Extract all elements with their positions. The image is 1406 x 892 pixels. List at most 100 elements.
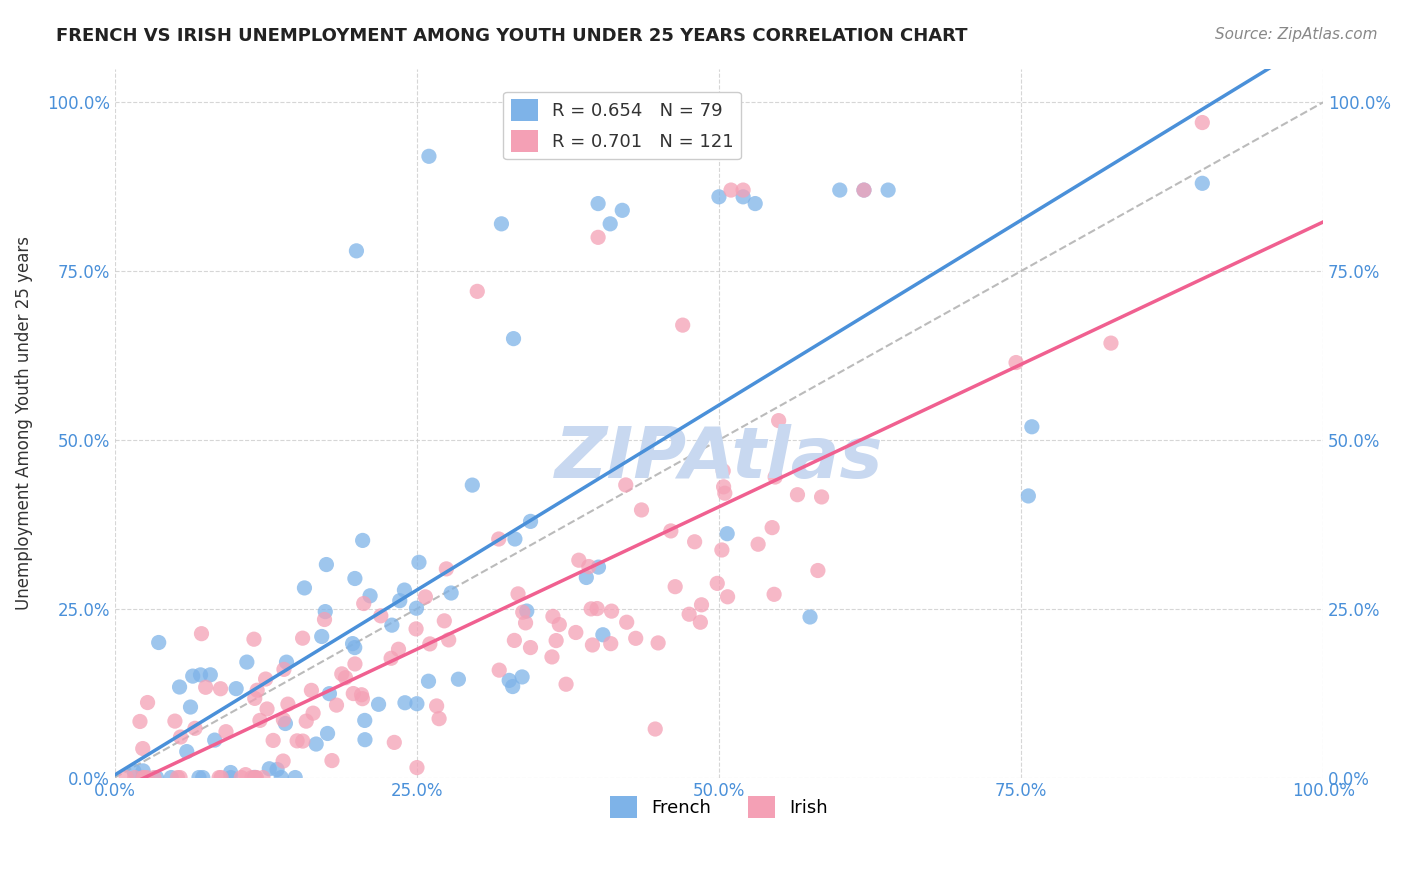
Irish [208, 771, 231, 785]
Irish [246, 683, 269, 698]
Legend: French, Irish: French, Irish [603, 789, 835, 825]
Irish [330, 666, 353, 681]
Irish [325, 698, 347, 712]
French [588, 560, 610, 574]
Irish [720, 183, 742, 197]
Irish [235, 767, 257, 781]
Irish [706, 576, 728, 591]
Irish [262, 733, 284, 747]
Irish [271, 754, 294, 768]
French [343, 572, 366, 586]
French [181, 669, 204, 683]
French [236, 655, 259, 669]
French [367, 698, 389, 712]
French [132, 764, 155, 778]
Irish [614, 478, 637, 492]
Irish [132, 771, 155, 785]
French [394, 583, 416, 598]
Irish [135, 771, 157, 785]
Irish [370, 608, 392, 623]
French [188, 771, 211, 785]
Irish [245, 771, 267, 785]
Irish [434, 562, 457, 576]
French [315, 558, 337, 572]
Irish [1191, 115, 1213, 129]
French [274, 716, 297, 731]
French [169, 680, 191, 694]
French [733, 190, 755, 204]
French [394, 696, 416, 710]
French [491, 217, 513, 231]
Irish [243, 691, 266, 706]
French [259, 762, 281, 776]
French [316, 726, 339, 740]
Irish [314, 613, 336, 627]
Irish [624, 632, 647, 646]
Irish [291, 734, 314, 748]
Irish [786, 488, 808, 502]
Irish [519, 640, 541, 655]
Irish [243, 632, 266, 647]
French [716, 526, 738, 541]
Irish [353, 597, 375, 611]
French [318, 687, 340, 701]
Irish [807, 564, 830, 578]
French [408, 555, 430, 569]
Irish [194, 680, 217, 694]
French [388, 593, 411, 607]
Irish [579, 602, 602, 616]
Irish [350, 688, 373, 702]
Irish [426, 698, 449, 713]
French [405, 601, 427, 615]
Text: ZIPAtlas: ZIPAtlas [555, 424, 883, 493]
Irish [169, 771, 191, 785]
Irish [711, 464, 734, 478]
French [744, 196, 766, 211]
French [342, 637, 364, 651]
Irish [302, 706, 325, 721]
French [519, 515, 541, 529]
Irish [184, 722, 207, 736]
Irish [163, 714, 186, 728]
Irish [254, 672, 277, 686]
Irish [852, 183, 875, 197]
Text: Source: ZipAtlas.com: Source: ZipAtlas.com [1215, 27, 1378, 42]
Irish [503, 633, 526, 648]
French [132, 771, 155, 785]
Irish [209, 681, 232, 696]
Irish [382, 735, 405, 749]
Irish [541, 649, 564, 664]
French [160, 771, 183, 785]
Irish [132, 771, 155, 785]
Irish [291, 631, 314, 645]
Irish [419, 637, 441, 651]
Irish [433, 614, 456, 628]
French [270, 771, 292, 785]
French [354, 732, 377, 747]
Irish [427, 712, 450, 726]
Irish [342, 687, 364, 701]
Irish [599, 637, 621, 651]
Irish [512, 605, 534, 619]
French [586, 196, 609, 211]
French [510, 670, 533, 684]
Irish [565, 625, 588, 640]
Irish [1099, 336, 1122, 351]
Irish [285, 734, 308, 748]
Irish [136, 696, 159, 710]
Irish [335, 671, 357, 685]
Irish [343, 657, 366, 671]
French [828, 183, 851, 197]
Irish [129, 714, 152, 729]
Irish [115, 771, 138, 785]
French [352, 533, 374, 548]
French [219, 765, 242, 780]
French [418, 674, 440, 689]
Irish [252, 771, 274, 785]
Irish [273, 662, 295, 676]
French [592, 628, 614, 642]
French [852, 183, 875, 197]
Irish [586, 230, 609, 244]
French [406, 697, 429, 711]
French [219, 771, 242, 785]
